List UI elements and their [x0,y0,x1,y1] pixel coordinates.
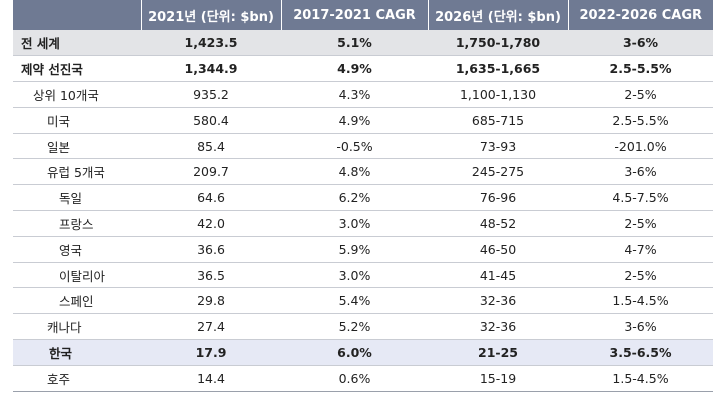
cell-cagr-2022-2026: 2-5% [568,210,713,237]
cell-cagr-2022-2026: 3-6% [568,30,713,57]
row-label: 상위 10개국 [13,81,141,108]
cell-2021: 1,423.5 [141,30,281,57]
cell-2021: 14.4 [141,365,281,392]
cell-2021: 1,344.9 [141,55,281,83]
cell-cagr-2017-2021: 3.0% [281,262,428,289]
cell-2021: 17.9 [141,339,281,366]
row-label: 호주 [13,365,141,392]
row-label: 캐나다 [13,313,141,341]
cell-cagr-2022-2026: 2-5% [568,81,713,108]
row-label: 영국 [13,236,141,263]
row-label: 스페인 [13,287,141,315]
cell-cagr-2022-2026: 2.5-5.5% [568,107,713,134]
cell-cagr-2022-2026: 2.5-5.5% [568,55,713,83]
row-label: 이탈리아 [13,262,141,289]
market-table-container: 2021년 (단위: $bn) 2017-2021 CAGR 2026년 (단위… [13,0,713,392]
cell-2021: 209.7 [141,158,281,186]
cell-2026: 1,100-1,130 [428,81,568,108]
cell-cagr-2022-2026: 3.5-6.5% [568,339,713,366]
cell-2021: 36.6 [141,236,281,263]
cell-cagr-2017-2021: 4.8% [281,158,428,186]
cell-2026: 41-45 [428,262,568,289]
row-label: 프랑스 [13,210,141,237]
cell-2026: 48-52 [428,210,568,237]
row-label: 전 세계 [13,30,141,57]
table-row: 제약 선진국 1,344.9 4.9% 1,635-1,665 2.5-5.5% [13,55,713,83]
cell-2021: 935.2 [141,81,281,108]
cell-cagr-2017-2021: 6.0% [281,339,428,366]
cell-cagr-2017-2021: 5.4% [281,287,428,315]
table-row-highlighted: 한국 17.9 6.0% 21-25 3.5-6.5% [13,339,713,366]
row-label: 유럽 5개국 [13,158,141,186]
cell-2021: 42.0 [141,210,281,237]
table-row: 프랑스 42.0 3.0% 48-52 2-5% [13,210,713,237]
cell-cagr-2022-2026: 4-7% [568,236,713,263]
row-label: 일본 [13,133,141,160]
row-label: 독일 [13,184,141,212]
cell-2021: 64.6 [141,184,281,212]
table-row: 영국 36.6 5.9% 46-50 4-7% [13,236,713,263]
cell-2021: 36.5 [141,262,281,289]
cell-2026: 76-96 [428,184,568,212]
cell-cagr-2022-2026: 4.5-7.5% [568,184,713,212]
cell-cagr-2017-2021: 3.0% [281,210,428,237]
table-row: 스페인 29.8 5.4% 32-36 1.5-4.5% [13,287,713,315]
table-row: 미국 580.4 4.9% 685-715 2.5-5.5% [13,107,713,134]
cell-cagr-2022-2026: 3-6% [568,313,713,341]
pharma-market-table: 2021년 (단위: $bn) 2017-2021 CAGR 2026년 (단위… [13,0,713,392]
cell-2026: 73-93 [428,133,568,160]
cell-2026: 46-50 [428,236,568,263]
table-header-row: 2021년 (단위: $bn) 2017-2021 CAGR 2026년 (단위… [13,0,713,30]
header-region [13,0,141,30]
cell-cagr-2022-2026: 1.5-4.5% [568,365,713,392]
cell-cagr-2017-2021: 4.9% [281,55,428,83]
table-row: 캐나다 27.4 5.2% 32-36 3-6% [13,313,713,341]
cell-cagr-2017-2021: 5.9% [281,236,428,263]
table-row: 호주 14.4 0.6% 15-19 1.5-4.5% [13,365,713,392]
cell-cagr-2017-2021: 6.2% [281,184,428,212]
cell-cagr-2017-2021: -0.5% [281,133,428,160]
table-row: 유럽 5개국 209.7 4.8% 245-275 3-6% [13,158,713,186]
header-cagr-2017-2021: 2017-2021 CAGR [280,0,428,30]
cell-2026: 32-36 [428,313,568,341]
cell-2021: 27.4 [141,313,281,341]
table-row: 독일 64.6 6.2% 76-96 4.5-7.5% [13,184,713,212]
cell-cagr-2017-2021: 0.6% [281,365,428,392]
cell-2026: 15-19 [428,365,568,392]
cell-2026: 1,635-1,665 [428,55,568,83]
row-label: 한국 [13,339,141,366]
cell-cagr-2022-2026: 3-6% [568,158,713,186]
cell-cagr-2017-2021: 4.3% [281,81,428,108]
cell-cagr-2022-2026: 1.5-4.5% [568,287,713,315]
cell-cagr-2017-2021: 4.9% [281,107,428,134]
cell-cagr-2017-2021: 5.2% [281,313,428,341]
cell-cagr-2017-2021: 5.1% [281,30,428,57]
header-cagr-2022-2026: 2022-2026 CAGR [567,0,713,30]
row-label: 제약 선진국 [13,55,141,83]
table-row: 전 세계 1,423.5 5.1% 1,750-1,780 3-6% [13,30,713,57]
cell-2026: 245-275 [428,158,568,186]
cell-2021: 85.4 [141,133,281,160]
cell-2021: 580.4 [141,107,281,134]
cell-cagr-2022-2026: 2-5% [568,262,713,289]
row-label: 미국 [13,107,141,134]
table-row: 일본 85.4 -0.5% 73-93 -201.0% [13,133,713,160]
cell-2021: 29.8 [141,287,281,315]
table-row: 상위 10개국 935.2 4.3% 1,100-1,130 2-5% [13,81,713,108]
header-2026: 2026년 (단위: $bn) [427,0,568,30]
header-2021: 2021년 (단위: $bn) [140,0,281,30]
cell-2026: 685-715 [428,107,568,134]
table-row: 이탈리아 36.5 3.0% 41-45 2-5% [13,262,713,289]
cell-2026: 21-25 [428,339,568,366]
cell-2026: 32-36 [428,287,568,315]
cell-cagr-2022-2026: -201.0% [568,133,713,160]
cell-2026: 1,750-1,780 [428,30,568,57]
